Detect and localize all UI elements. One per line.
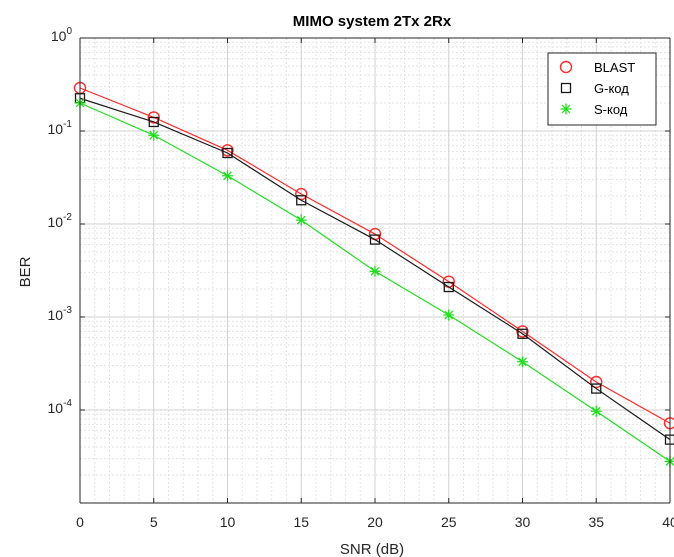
data-point: [443, 309, 455, 321]
series-0: [73, 81, 674, 430]
x-tick-label: 5: [150, 514, 158, 530]
data-point: [591, 383, 602, 394]
y-tick-label: 10-4: [48, 398, 73, 416]
data-point: [369, 265, 381, 277]
x-tick-labels: 0 5 10 15 20 25 30 35 40: [76, 514, 674, 530]
data-point: [443, 281, 454, 293]
series-2: [74, 97, 674, 467]
legend-item: G-код: [560, 81, 629, 96]
series-1: [74, 93, 674, 445]
legend: BLAST G-код S-код: [547, 52, 657, 126]
x-tick-label: 25: [441, 514, 457, 530]
x-tick-label: 20: [367, 514, 383, 530]
data-point: [369, 234, 381, 245]
legend-marker: [559, 60, 573, 74]
x-axis-label: SNR (dB): [340, 541, 404, 557]
data-point: [222, 170, 233, 182]
y-tick-label: 10-2: [48, 212, 73, 230]
series-line: [79, 97, 671, 441]
y-tick-label: 10-1: [48, 119, 73, 137]
y-tick-label: 10-3: [48, 305, 73, 323]
x-tick-label: 35: [588, 514, 604, 530]
legend-label: S-код: [594, 102, 628, 117]
data-point: [148, 116, 159, 128]
data-point: [296, 195, 307, 206]
y-tick-label: 100: [51, 26, 73, 44]
y-tick-labels: 100 10-1 10-2 10-3 10-4: [48, 26, 73, 416]
legend-marker: [560, 82, 572, 94]
legend-label: G-код: [594, 81, 629, 96]
series-layer: [73, 81, 674, 467]
data-point: [295, 187, 308, 201]
data-point: [590, 375, 603, 389]
data-point: [516, 325, 529, 338]
x-tick-label: 10: [220, 514, 236, 530]
x-tick-label: 15: [293, 514, 309, 530]
data-point: [222, 147, 233, 159]
x-tick-label: 30: [515, 514, 531, 530]
axes-frame: [79, 37, 671, 504]
series-line: [79, 87, 671, 424]
x-tick-label: 0: [76, 514, 84, 530]
legend-item: S-код: [560, 102, 628, 117]
x-tick-label: 40: [662, 514, 674, 530]
legend-label: BLAST: [594, 60, 635, 75]
legend-marker: [560, 103, 572, 115]
legend-item: BLAST: [559, 60, 635, 75]
data-point: [590, 405, 602, 417]
y-axis-label: BER: [17, 256, 34, 287]
data-point: [148, 129, 160, 141]
data-point: [517, 356, 528, 368]
data-point: [517, 328, 528, 339]
data-point: [147, 111, 160, 124]
data-point: [295, 214, 307, 226]
chart-title: MIMO system 2Tx 2Rx: [293, 13, 452, 30]
